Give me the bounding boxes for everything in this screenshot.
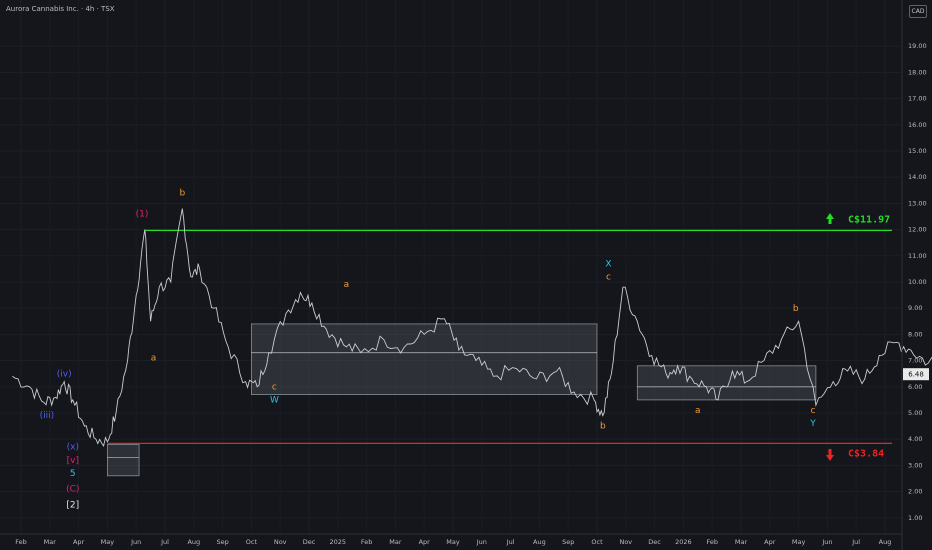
x-tick-label: Dec — [648, 538, 661, 546]
x-tick-label: Jun — [130, 538, 141, 546]
price-levels: C$11.97 C$3.84 — [107, 213, 892, 461]
x-tick-label: 2026 — [675, 538, 692, 546]
y-tick-label: 10.00 — [908, 278, 927, 286]
x-tick-label: Apr — [764, 538, 776, 546]
y-tick-label: 3.00 — [908, 461, 922, 469]
x-tick-label: Mar — [44, 538, 57, 546]
y-tick-label: 13.00 — [908, 199, 927, 207]
price-line — [12, 208, 932, 448]
x-tick-label: Mar — [389, 538, 402, 546]
consolidation-box — [636, 365, 817, 401]
wave-label: 5 — [70, 469, 76, 479]
y-tick-label: 6.00 — [908, 383, 922, 391]
x-tick-label: Mar — [735, 538, 748, 546]
wave-label: a — [344, 280, 350, 290]
y-tick-label: 19.00 — [908, 42, 927, 50]
y-tick-label: 9.00 — [908, 304, 922, 312]
currency-button[interactable]: CAD — [909, 5, 927, 18]
chart-title: Aurora Cannabis Inc. · 4h · TSX — [6, 5, 115, 13]
y-tick-label: 7.00 — [908, 357, 922, 365]
x-tick-label: Sep — [216, 538, 228, 546]
x-tick-label: Oct — [246, 538, 258, 546]
x-tick-label: Aug — [879, 538, 892, 546]
consolidation-box — [107, 443, 140, 477]
wave-label: a — [695, 406, 701, 416]
y-tick-label: 16.00 — [908, 121, 927, 129]
level-label: C$3.84 — [848, 448, 884, 459]
x-tick-label: Sep — [562, 538, 574, 546]
wave-label: b — [793, 304, 799, 314]
x-tick-label: Apr — [419, 538, 431, 546]
wave-label: Y — [809, 419, 816, 429]
wave-label: [2] — [66, 500, 79, 510]
x-tick-label: May — [101, 538, 115, 546]
wave-label: a — [151, 354, 157, 364]
x-tick-label: Feb — [361, 538, 373, 546]
last-price-tag — [903, 368, 929, 381]
y-tick-label: 12.00 — [908, 226, 927, 234]
x-tick-label: Dec — [303, 538, 316, 546]
wave-label: (1) — [136, 210, 149, 220]
x-tick-label: Jul — [851, 538, 860, 546]
y-tick-label: 14.00 — [908, 173, 927, 181]
y-tick-label: 17.00 — [908, 95, 927, 103]
x-tick-label: Aug — [533, 538, 546, 546]
consolidation-boxes — [107, 323, 817, 477]
wave-label: (iv) — [57, 369, 72, 379]
wave-label: b — [179, 189, 185, 199]
wave-label: (C) — [66, 485, 79, 495]
x-tick-label: May — [446, 538, 460, 546]
y-tick-label: 2.00 — [908, 488, 922, 496]
wave-label: X — [605, 259, 611, 269]
level-label: C$11.97 — [848, 214, 890, 225]
x-tick-label: Jun — [821, 538, 832, 546]
y-tick-label: 5.00 — [908, 409, 922, 417]
wave-label: b — [600, 422, 606, 432]
x-tick-label: May — [792, 538, 806, 546]
down-arrow-icon — [826, 449, 834, 461]
x-tick-label: Feb — [706, 538, 718, 546]
wave-label: W — [270, 396, 279, 406]
grid — [0, 0, 902, 534]
x-tick-label: Jul — [160, 538, 169, 546]
wave-label: [v] — [67, 456, 79, 466]
y-tick-label: 11.00 — [908, 252, 927, 260]
x-tick-label: Jul — [506, 538, 515, 546]
x-tick-label: Feb — [15, 538, 27, 546]
wave-label: c — [606, 272, 611, 282]
x-tick-label: Nov — [619, 538, 632, 546]
wave-label: (x) — [67, 443, 79, 453]
price-series — [12, 208, 932, 448]
x-tick-label: Apr — [73, 538, 85, 546]
wave-label: c — [811, 406, 816, 416]
y-tick-label: 15.00 — [908, 147, 927, 155]
wave-label: (iii) — [40, 411, 55, 421]
up-arrow-icon — [826, 213, 834, 224]
x-tick-label: 2025 — [330, 538, 347, 546]
y-tick-label: 4.00 — [908, 435, 922, 443]
y-tick-label: 1.00 — [908, 514, 922, 522]
x-tick-label: Aug — [187, 538, 200, 546]
wave-label: c — [272, 382, 277, 392]
last-price-label: 6.48 — [908, 371, 924, 379]
y-tick-label: 8.00 — [908, 330, 922, 338]
x-tick-label: Jun — [476, 538, 487, 546]
x-tick-label: Oct — [591, 538, 603, 546]
y-tick-label: 18.00 — [908, 68, 927, 76]
wave-labels: (1)baacWXcbabcYXY(2)(3)(iv)(iii)(x)[v]5(… — [40, 189, 817, 511]
consolidation-box — [250, 323, 598, 395]
x-tick-label: Nov — [274, 538, 287, 546]
